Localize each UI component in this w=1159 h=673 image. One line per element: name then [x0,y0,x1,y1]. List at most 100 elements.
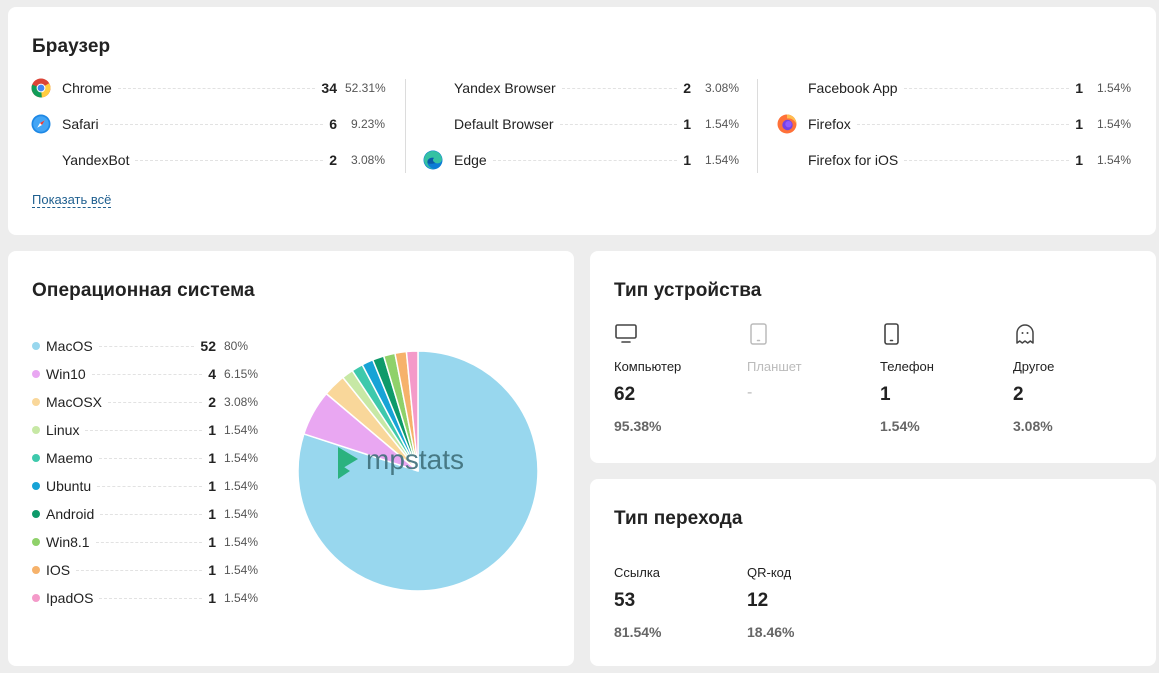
browser-title: Браузер [32,36,111,57]
os-count: 1 [208,478,216,494]
transition-percent: 18.46% [747,624,795,640]
os-count: 52 [200,338,216,354]
edge-icon [422,149,444,171]
os-legend-row: Linux 1 1.54% [32,421,258,439]
browser-percent: 1.54% [1096,117,1131,131]
os-name: Linux [46,422,80,438]
os-name: IOS [46,562,71,578]
browser-count: 2 [683,80,691,96]
os-legend-row: Maemo 1 1.54% [32,449,258,467]
device-percent: 1.54% [880,418,920,434]
legend-color-dot [32,370,40,378]
browser-count: 6 [329,116,337,132]
browser-count: 1 [1075,116,1083,132]
browser-name: Firefox for iOS [808,152,899,168]
mpstats-logo-icon [338,447,358,479]
device-percent: 95.38% [614,418,662,434]
device-title: Тип устройства [614,280,762,301]
browser-row: Firefox for iOS 1 1.54% [776,149,1131,171]
browser-percent: 1.54% [1096,81,1131,95]
os-card: Операционная система MacOS 52 80% Win10 4 6.1… [8,251,574,666]
os-percent: 80% [224,339,249,353]
os-legend-row: IOS 1 1.54% [32,561,258,579]
os-title: Операционная система [32,280,255,301]
browser-count: 34 [321,80,337,96]
os-name: Android [46,506,95,522]
os-pie-chart: mpstats [297,350,539,592]
os-name: MacOSX [46,394,103,410]
show-all-link[interactable]: Показать всё [32,192,112,208]
os-legend-row: MacOS 52 80% [32,337,258,355]
os-percent: 3.08% [224,395,259,409]
browser-percent: 1.54% [704,117,739,131]
browser-row: YandexBot 2 3.08% [30,149,385,171]
device-card: Тип устройства Компьютер 62 95.38% Планш… [590,251,1156,463]
browser-count: 1 [683,152,691,168]
os-percent: 1.54% [224,535,259,549]
browser-row: Edge 1 1.54% [422,149,739,171]
legend-color-dot [32,482,40,490]
column-divider [757,79,758,173]
safari-icon [30,113,52,135]
browser-row: Safari 6 9.23% [30,113,385,135]
transition-card: Тип перехода Ссылка 53 81.54% QR-код 12 … [590,479,1156,666]
monitor-icon [614,323,638,345]
browser-card: Браузер Chrome 34 52.31% [8,7,1156,235]
device-label: Планшет [747,359,802,374]
transition-label: QR-код [747,565,792,580]
os-name: IpadOS [46,590,94,606]
browser-row: Default Browser 1 1.54% [422,113,739,135]
transition-link: Ссылка 53 81.54% [614,565,734,640]
browser-percent: 1.54% [1096,153,1131,167]
device-label: Другое [1013,359,1055,374]
ghost-icon [1013,323,1037,345]
os-legend-row: Win8.1 1 1.54% [32,533,258,551]
os-name: Ubuntu [46,478,92,494]
os-count: 1 [208,590,216,606]
browser-count: 1 [683,116,691,132]
column-divider [405,79,406,173]
device-percent: 3.08% [1013,418,1053,434]
os-count: 1 [208,450,216,466]
browser-row: Chrome 34 52.31% [30,77,386,99]
os-count: 4 [208,366,216,382]
os-legend-row: Android 1 1.54% [32,505,258,523]
browser-percent: 52.31% [345,81,386,95]
chrome-icon [30,77,52,99]
os-percent: 1.54% [224,451,259,465]
transition-label: Ссылка [614,565,661,580]
browser-percent: 3.08% [704,81,739,95]
device-value: 2 [1013,384,1024,405]
device-label: Телефон [880,359,934,374]
device-tablet: Планшет - [747,323,867,414]
os-percent: 1.54% [224,591,259,605]
device-computer: Компьютер 62 95.38% [614,323,734,434]
browser-percent: 1.54% [704,153,739,167]
os-legend-row: IpadOS 1 1.54% [32,589,258,607]
browser-name: Chrome [62,80,112,96]
os-percent: 1.54% [224,563,259,577]
os-name: MacOS [46,338,93,354]
legend-color-dot [32,594,40,602]
os-count: 1 [208,422,216,438]
tablet-icon [747,323,771,345]
transition-value: 12 [747,590,769,611]
browser-count: 1 [1075,152,1083,168]
os-legend-row: Ubuntu 1 1.54% [32,477,258,495]
legend-color-dot [32,566,40,574]
device-label: Компьютер [614,359,682,374]
browser-row: Yandex Browser 2 3.08% [422,77,739,99]
os-count: 1 [208,534,216,550]
os-legend-row: Win10 4 6.15% [32,365,258,383]
device-value: 62 [614,384,636,405]
transition-value: 53 [614,590,636,611]
browser-row: Firefox 1 1.54% [776,113,1131,135]
pie-slice-ipados[interactable] [405,350,419,472]
device-other: Другое 2 3.08% [1013,323,1133,434]
device-value: 1 [880,384,891,405]
os-percent: 1.54% [224,423,259,437]
legend-color-dot [32,398,40,406]
os-percent: 1.54% [224,507,259,521]
legend-color-dot [32,538,40,546]
os-count: 1 [208,506,216,522]
